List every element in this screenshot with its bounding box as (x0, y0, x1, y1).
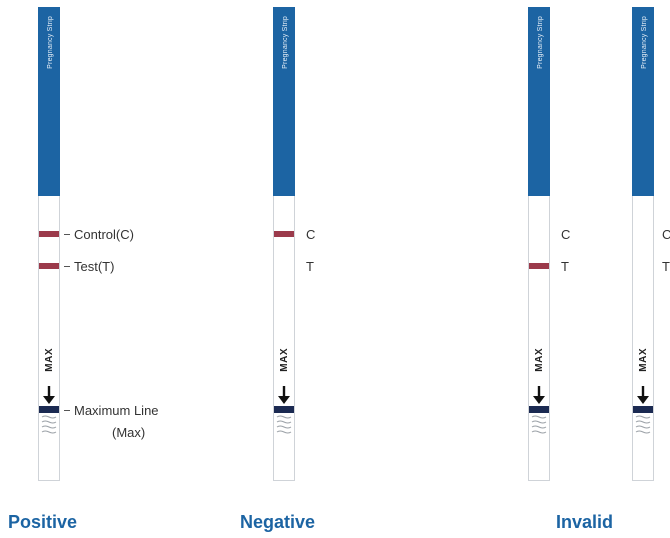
wave-icon (531, 415, 547, 434)
strip-label: Pregnancy Strip (281, 16, 289, 69)
test-leader (64, 266, 70, 267)
strip-label: Pregnancy Strip (536, 16, 544, 69)
invalid-strip-2: Pregnancy Strip MAX (632, 7, 654, 481)
max-line (529, 406, 549, 413)
arrow-down-icon (43, 386, 55, 404)
max-line-leader (64, 410, 70, 411)
control-band (39, 231, 59, 237)
max-line (633, 406, 653, 413)
wave-icon (41, 415, 57, 434)
strip-label: Pregnancy Strip (46, 16, 54, 69)
arrow-down-icon (637, 386, 649, 404)
strip-cap (632, 7, 654, 196)
test-band (529, 263, 549, 269)
control-label: Control(C) (74, 227, 134, 242)
max-line-label: Maximum Line (74, 403, 159, 418)
positive-strip: Pregnancy Strip MAX (38, 7, 60, 481)
strip-cap (38, 7, 60, 196)
wave-icon (276, 415, 292, 434)
control-band (274, 231, 294, 237)
wave-icon (635, 415, 651, 434)
strip-cap (273, 7, 295, 196)
max-line (39, 406, 59, 413)
t-label: T (561, 259, 569, 274)
max-label: MAX (43, 348, 55, 372)
test-label: Test(T) (74, 259, 115, 274)
c-label: C (662, 227, 670, 242)
strip-cap (528, 7, 550, 196)
negative-result: Negative (240, 512, 316, 532)
t-label: T (306, 259, 314, 274)
negative-strip: Pregnancy Strip MAX (273, 7, 295, 481)
test-band (39, 263, 59, 269)
t-label: T (662, 259, 670, 274)
invalid-result: Invalid (556, 512, 614, 532)
control-leader (64, 234, 70, 235)
invalid-strip-1: Pregnancy Strip MAX (528, 7, 550, 481)
c-label: C (306, 227, 316, 242)
max-label: MAX (278, 348, 290, 372)
max-label: MAX (533, 348, 545, 372)
arrow-down-icon (533, 386, 545, 404)
c-label: C (561, 227, 571, 242)
max-line-label-abbr: (Max) (112, 425, 146, 440)
max-label: MAX (637, 348, 649, 372)
strip-label: Pregnancy Strip (640, 16, 648, 69)
max-line (274, 406, 294, 413)
positive-result: Positive (8, 512, 78, 532)
arrow-down-icon (278, 386, 290, 404)
